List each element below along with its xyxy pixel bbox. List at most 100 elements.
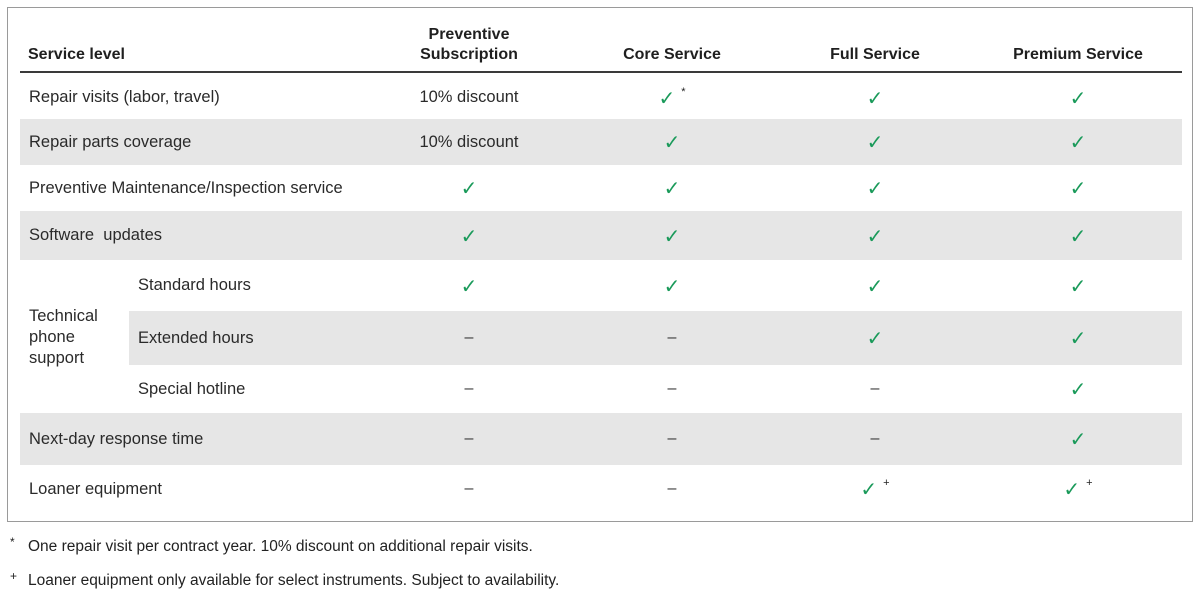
cell-full: ✓ [775,260,975,311]
row-label: Extended hours [138,328,254,347]
check-icon: ✓ [866,130,884,154]
check-icon: ✓ [866,326,884,350]
row-label: Special hotline [138,379,246,398]
table-row-next-day-response: Next-day response time – – – ✓ [20,413,1182,465]
header-preventive-line2: Subscription [420,46,518,63]
check-icon: ✓ [460,273,478,298]
check-icon: ✓ [658,85,676,110]
check-icon: ✓ [663,176,681,200]
check-icon: ✓ [1069,85,1087,110]
cell-preventive: – [369,413,569,465]
cell-premium: ✓ [978,73,1178,122]
cell-premium: ✓ [978,311,1178,365]
check-icon: ✓ [460,223,478,248]
dash-icon: – [667,480,677,497]
row-label: Standard hours [138,276,251,294]
cell-preventive: ✓ [369,165,569,211]
check-icon: ✓ [1069,130,1087,154]
header-full-service: Full Service [830,46,920,63]
footnote-plus: + Loaner equipment only available for sel… [10,569,559,590]
cell-core: ✓ * [572,73,772,122]
table-row-extended-hours: Extended hours – – ✓ ✓ [129,311,1182,365]
check-icon: ✓ [663,130,681,154]
cell-full: – [775,365,975,413]
cell-preventive: ✓ [369,260,569,311]
cell-premium: ✓ [978,165,1178,211]
row-label: Repair parts coverage [29,132,192,151]
header-divider [20,71,1182,73]
check-icon: ✓ [1069,427,1087,451]
footnote-plus-mark: + [883,477,890,489]
table-row-repair-parts: Repair parts coverage 10% discount ✓ ✓ ✓ [20,119,1182,165]
group-label-line3: support [29,349,85,367]
check-icon: ✓ [1069,223,1087,248]
cell-full: ✓ [775,165,975,211]
technical-phone-support-label: Technical phone support [29,306,98,369]
dash-icon: – [667,380,677,397]
row-label: Loaner equipment [29,479,163,498]
cell-preventive: ✓ [369,211,569,260]
cell-premium: ✓ [978,365,1178,413]
table-row-loaner-equipment: Loaner equipment – – ✓ + ✓ + [20,465,1182,513]
header-premium-service: Premium Service [1013,46,1143,63]
cell-full: ✓ [775,73,975,122]
group-label-line1: Technical [29,307,98,325]
table-row-preventive-maintenance: Preventive Maintenance/Inspection servic… [20,165,1182,211]
dash-icon: – [464,329,474,346]
dash-icon: – [667,329,677,346]
footnote-symbol: * [10,535,15,549]
footnote-text: One repair visit per contract year. 10% … [28,538,533,555]
cell-core: – [572,413,772,465]
dash-icon: – [870,430,880,447]
check-icon: ✓ [1063,477,1081,501]
footnote-plus-mark: + [1086,477,1093,489]
cell-full: – [775,413,975,465]
dash-icon: – [464,380,474,397]
check-icon: ✓ [866,176,884,200]
check-icon: ✓ [663,273,681,298]
cell-premium: ✓ [978,211,1178,260]
footnote-asterisk-mark: * [681,85,686,98]
check-icon: ✓ [866,223,884,248]
cell-preventive: – [369,465,569,513]
check-icon: ✓ [663,223,681,248]
check-icon: ✓ [1069,273,1087,298]
dash-icon: – [464,430,474,447]
row-label: Next-day response time [29,429,204,448]
service-comparison-table: Service level Preventive Subscription Co… [7,7,1193,522]
table-row-special-hotline: Special hotline – – – ✓ [129,365,1182,413]
cell-premium: ✓ [978,119,1178,165]
row-label: Preventive Maintenance/Inspection servic… [29,178,343,197]
cell-preventive: – [369,311,569,365]
check-icon: ✓ [1069,176,1087,200]
dash-icon: – [667,430,677,447]
check-icon: ✓ [866,85,884,110]
cell-core: – [572,465,772,513]
header-preventive-line1: Preventive [428,26,510,43]
cell-core: – [572,311,772,365]
check-icon: ✓ [1069,326,1087,350]
cell-premium: ✓ [978,413,1178,465]
table-row-software-updates: Software updates ✓ ✓ ✓ ✓ [20,211,1182,260]
cell-full: ✓ + [775,465,975,513]
cell-core: ✓ [572,119,772,165]
cell-preventive: 10% discount [419,88,519,106]
cell-full: ✓ [775,119,975,165]
cell-core: ✓ [572,211,772,260]
row-label: Software updates [29,226,162,244]
check-icon: ✓ [866,273,884,298]
cell-core: ✓ [572,165,772,211]
dash-icon: – [464,480,474,497]
table-row-repair-visits: Repair visits (labor, travel) 10% discou… [20,73,1182,122]
footnote-asterisk: * One repair visit per contract year. 10%… [10,535,533,556]
cell-full: ✓ [775,211,975,260]
cell-preventive: 10% discount [419,132,519,151]
header-preventive-subscription: Preventive Subscription [369,8,569,71]
check-icon: ✓ [460,176,478,200]
cell-premium: ✓ + [978,465,1178,513]
cell-full: ✓ [775,311,975,365]
row-label: Repair visits (labor, travel) [29,88,220,106]
check-icon: ✓ [1069,377,1087,401]
footnote-symbol: + [10,569,18,583]
dash-icon: – [870,380,880,397]
